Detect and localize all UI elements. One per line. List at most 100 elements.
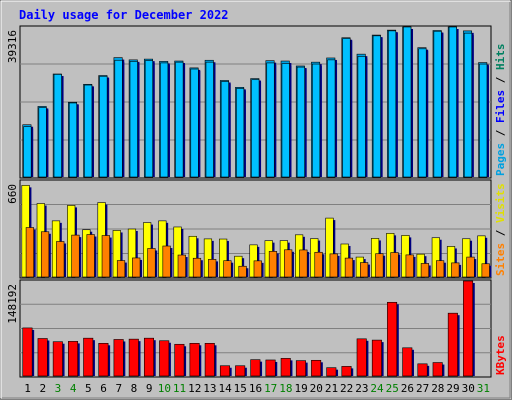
sites-bar <box>132 257 141 278</box>
x-tick-label: 30 <box>462 382 475 395</box>
pages-bar <box>84 84 93 178</box>
sites-bar <box>147 248 156 278</box>
x-tick-label: 24 <box>370 382 384 395</box>
visits-bar <box>203 238 213 278</box>
x-axis: 1 2 3 4 5 6 7 8 9 10 11 12 13 14 15 16 17 18 19 20 21 22 23 24 2… <box>24 382 490 395</box>
pages-bar <box>114 59 123 178</box>
pages-bar <box>357 56 366 178</box>
x-tick-label: 14 <box>218 382 232 395</box>
sites-bar <box>177 254 186 278</box>
series-axis-label-part: Pages <box>494 143 507 176</box>
sites-bar <box>208 259 217 278</box>
x-tick-label: 25 <box>386 382 399 395</box>
kbytes-bar <box>159 340 170 377</box>
sites-bar <box>25 227 34 278</box>
kbytes-bar <box>98 343 109 377</box>
pages-bar <box>144 60 154 178</box>
kbytes-bar <box>143 337 155 377</box>
x-tick-label: 3 <box>55 382 62 395</box>
pages-bar <box>236 88 245 178</box>
kbytes-bar <box>128 338 139 377</box>
series-axis-label-part: Hits <box>494 44 507 71</box>
sites-bar <box>466 256 475 278</box>
series-axis-label-part: Visits <box>494 183 507 223</box>
visits-bar <box>325 217 334 278</box>
sites-bar <box>405 254 414 278</box>
y-max-label: 39316 <box>6 30 19 63</box>
sites-bar <box>116 260 126 278</box>
x-tick-label: 8 <box>131 382 138 395</box>
kbytes-bar <box>189 343 200 377</box>
kbytes-bar <box>280 358 291 377</box>
kbytes-bar <box>219 365 230 377</box>
series-axis-label-part: / <box>494 70 507 90</box>
kbytes-bar <box>311 359 322 377</box>
kbytes-bar <box>235 365 246 377</box>
pages-bar <box>312 63 321 178</box>
sites-bar <box>481 263 490 278</box>
y-max-label: 660 <box>6 184 19 204</box>
panel-3: 148192 KBytes <box>6 279 507 378</box>
kbytes-bar <box>250 359 261 377</box>
sites-bar <box>101 235 110 278</box>
x-tick-label: 23 <box>355 382 368 395</box>
x-tick-label: 6 <box>100 382 107 395</box>
pages-bar <box>418 48 427 178</box>
kbytes-bar <box>432 362 443 377</box>
visits-bar <box>446 246 456 278</box>
sites-bar <box>390 252 399 278</box>
x-tick-label: 10 <box>158 382 171 395</box>
sites-bar <box>268 251 278 278</box>
chart-title: Daily usage for December 2022 <box>19 8 229 22</box>
pages-bar <box>463 32 473 178</box>
series-axis-label-part: / <box>494 123 507 143</box>
kbytes-bar <box>326 367 337 377</box>
sites-bar <box>451 262 460 278</box>
sites-bar <box>299 249 308 278</box>
series-axis-label-part: KBytes <box>494 335 507 375</box>
sites-bar <box>223 260 232 278</box>
pages-bar <box>342 38 351 178</box>
kbytes-bar <box>37 338 48 377</box>
kbytes-bar <box>371 339 382 377</box>
pages-bar <box>479 63 488 178</box>
series-axis-label-part: / <box>494 223 507 243</box>
sites-bar <box>284 249 293 278</box>
pages-bar <box>403 26 412 178</box>
visits-bar <box>112 230 121 278</box>
x-tick-label: 19 <box>294 382 307 395</box>
pages-bar <box>220 81 229 178</box>
pages-bar <box>251 79 260 178</box>
visits-bar <box>173 226 182 278</box>
pages-bar <box>448 26 457 178</box>
pages-bar <box>190 68 199 178</box>
x-tick-label: 18 <box>279 382 292 395</box>
series-axis-label-part: Files <box>494 90 507 123</box>
visits-bar <box>431 237 440 278</box>
visits-bar <box>127 228 137 278</box>
pages-bar <box>327 59 336 178</box>
x-tick-label: 2 <box>39 382 46 395</box>
x-tick-label: 22 <box>340 382 353 395</box>
pages-bar <box>296 66 305 178</box>
x-tick-label: 21 <box>325 382 338 395</box>
x-tick-label: 1 <box>24 382 31 395</box>
sites-bar <box>360 262 369 278</box>
sites-bar <box>436 260 445 278</box>
pages-bar <box>175 61 184 178</box>
x-tick-label: 27 <box>416 382 429 395</box>
x-tick-label: 9 <box>146 382 153 395</box>
x-tick-label: 26 <box>401 382 414 395</box>
sites-bar <box>344 257 354 278</box>
sites-bar <box>40 231 50 278</box>
visits-bar <box>219 238 228 278</box>
sites-bar <box>192 257 202 278</box>
kbytes-bar <box>463 280 474 377</box>
pages-bar <box>205 61 214 178</box>
kbytes-bar <box>204 343 215 377</box>
pages-bar <box>68 102 78 178</box>
panel-2: 660 Sites / Visits <box>6 179 507 279</box>
kbytes-bar <box>295 360 306 377</box>
x-tick-label: 4 <box>70 382 77 395</box>
x-tick-label: 29 <box>446 382 459 395</box>
